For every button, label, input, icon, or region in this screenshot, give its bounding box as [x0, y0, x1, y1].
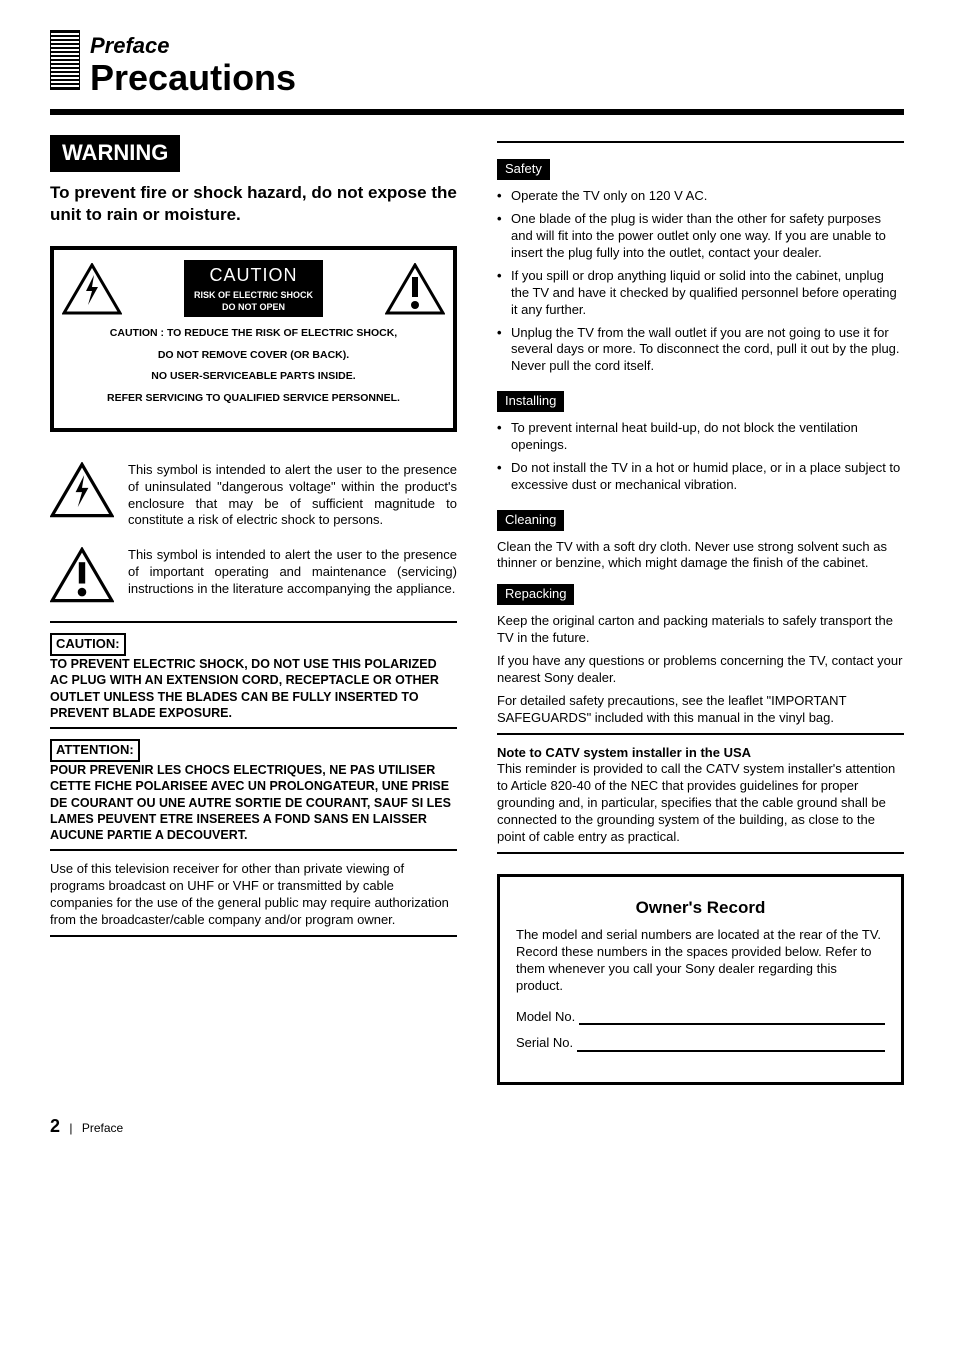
footer-label: Preface [82, 1121, 123, 1135]
footer-sep: | [69, 1121, 72, 1135]
serial-no-field: Serial No. [516, 1035, 885, 1052]
warning-badge: WARNING [50, 135, 180, 172]
list-item: Unplug the TV from the wall outlet if yo… [497, 325, 904, 376]
caution-label: CAUTION: [50, 633, 126, 656]
catv-title: Note to CATV system installer in the USA [497, 745, 904, 762]
repacking-text-2: If you have any questions or problems co… [497, 653, 904, 687]
header-decor-icon [50, 30, 80, 90]
exclamation-triangle-icon [385, 263, 445, 315]
installing-tag: Installing [497, 391, 564, 412]
divider [497, 852, 904, 854]
symbol-text-1: This symbol is intended to alert the use… [128, 462, 457, 530]
cleaning-tag: Cleaning [497, 510, 564, 531]
divider [50, 727, 457, 729]
lightning-triangle-icon [62, 263, 122, 315]
divider [50, 849, 457, 851]
caution-line-1: CAUTION : TO REDUCE THE RISK OF ELECTRIC… [62, 327, 445, 341]
attention-label: ATTENTION: [50, 739, 140, 762]
installing-list: To prevent internal heat build-up, do no… [497, 420, 904, 494]
attention-paragraph: POUR PREVENIR LES CHOCS ELECTRIQUES, NE … [50, 762, 457, 843]
header-rule [50, 109, 904, 115]
list-item: One blade of the plug is wider than the … [497, 211, 904, 262]
list-item: Operate the TV only on 120 V AC. [497, 188, 904, 205]
warning-line: To prevent fire or shock hazard, do not … [50, 182, 457, 226]
model-no-line[interactable] [579, 1011, 885, 1025]
page-number: 2 [50, 1116, 60, 1136]
owners-body: The model and serial numbers are located… [516, 927, 885, 995]
serial-no-line[interactable] [577, 1038, 885, 1052]
list-item: To prevent internal heat build-up, do no… [497, 420, 904, 454]
owners-title: Owner's Record [516, 897, 885, 919]
use-note: Use of this television receiver for othe… [50, 861, 457, 929]
repacking-text-3: For detailed safety precautions, see the… [497, 693, 904, 727]
caution-sub2: DO NOT OPEN [194, 302, 313, 313]
repacking-tag: Repacking [497, 584, 574, 605]
page-footer: 2 | Preface [50, 1115, 904, 1138]
page-header: Preface Precautions [50, 30, 904, 101]
repacking-text-1: Keep the original carton and packing mat… [497, 613, 904, 647]
symbol-row-1: This symbol is intended to alert the use… [50, 462, 457, 530]
symbol-row-2: This symbol is intended to alert the use… [50, 547, 457, 603]
serial-no-label: Serial No. [516, 1035, 573, 1052]
model-no-field: Model No. [516, 1009, 885, 1026]
cleaning-text: Clean the TV with a soft dry cloth. Neve… [497, 539, 904, 573]
divider [50, 621, 457, 623]
caution-line-3: NO USER-SERVICEABLE PARTS INSIDE. [62, 370, 445, 384]
owners-record-box: Owner's Record The model and serial numb… [497, 874, 904, 1085]
caution-line-4: REFER SERVICING TO QUALIFIED SERVICE PER… [62, 392, 445, 406]
divider [497, 733, 904, 735]
caution-sub1: RISK OF ELECTRIC SHOCK [194, 290, 313, 301]
caution-center-label: CAUTION RISK OF ELECTRIC SHOCK DO NOT OP… [184, 260, 323, 317]
caution-body: CAUTION : TO REDUCE THE RISK OF ELECTRIC… [62, 327, 445, 406]
safety-tag: Safety [497, 159, 550, 180]
symbol-text-2: This symbol is intended to alert the use… [128, 547, 457, 598]
safety-list: Operate the TV only on 120 V AC. One bla… [497, 188, 904, 375]
exclamation-triangle-icon [50, 547, 114, 603]
divider [50, 935, 457, 937]
left-column: WARNING To prevent fire or shock hazard,… [50, 135, 457, 1085]
caution-line-2: DO NOT REMOVE COVER (OR BACK). [62, 349, 445, 363]
main-title: Precautions [90, 55, 296, 102]
caution-title: CAUTION [194, 264, 313, 287]
caution-paragraph: TO PREVENT ELECTRIC SHOCK, DO NOT USE TH… [50, 656, 457, 721]
catv-body: This reminder is provided to call the CA… [497, 761, 904, 845]
caution-box: CAUTION RISK OF ELECTRIC SHOCK DO NOT OP… [50, 246, 457, 432]
right-column: Safety Operate the TV only on 120 V AC. … [497, 135, 904, 1085]
list-item: Do not install the TV in a hot or humid … [497, 460, 904, 494]
divider [497, 141, 904, 143]
model-no-label: Model No. [516, 1009, 575, 1026]
lightning-triangle-icon [50, 462, 114, 518]
list-item: If you spill or drop anything liquid or … [497, 268, 904, 319]
